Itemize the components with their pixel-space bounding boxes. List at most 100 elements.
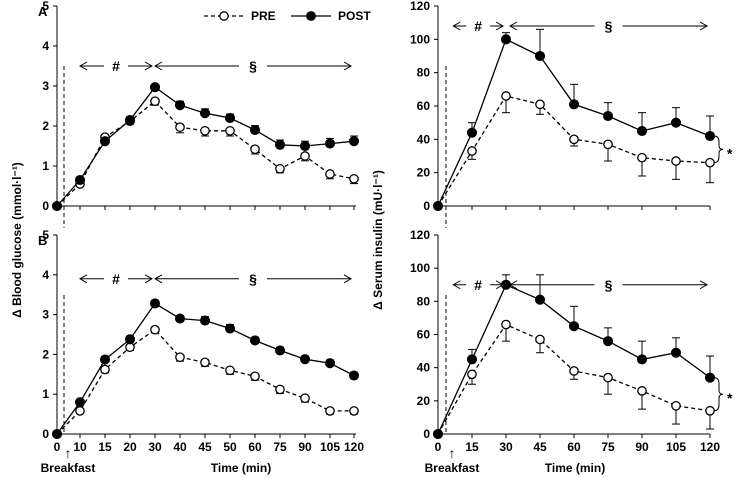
legend: PRE POST (204, 9, 371, 23)
insulin-top-pre-point (603, 139, 613, 150)
glucose-A-post-point (124, 114, 136, 126)
insulin-top-post-point (500, 34, 512, 45)
glucose-B-xtick-label: 50 (223, 440, 237, 454)
glucose-B-post-point (124, 334, 136, 345)
insulin-top-ytick-label: 100 (410, 32, 430, 46)
insulin-bottom-xtick-label: 105 (666, 440, 686, 454)
glucose-A-section-arrowhead-left (153, 61, 163, 71)
glucose-B-xtick-label: 0 (54, 440, 61, 454)
right-y-axis-label: Δ Serum insulin (mU·l⁻¹) (371, 170, 385, 310)
glucose-B-section-label: § (249, 271, 257, 287)
glucose-A-pre-point (150, 96, 160, 107)
glucose-B-xtick-label: 40 (173, 440, 187, 454)
insulin-top-section-arrowhead-right (699, 21, 709, 31)
glucose-B-xtick-label: 20 (123, 440, 137, 454)
insulin-bottom-pre-point (637, 386, 647, 396)
legend-post-label: POST (338, 9, 371, 23)
insulin-top-pre-point (705, 157, 715, 168)
insulin-bottom-pre-point (603, 372, 613, 383)
glucose-B-post-point (149, 298, 161, 309)
legend-pre-label: PRE (251, 9, 276, 23)
insulin-top-ytick-label: 0 (423, 199, 430, 213)
glucose-B-pre-point (225, 365, 235, 376)
insulin-bottom-xtick-label: 75 (601, 440, 615, 454)
insulin-top-post-point (636, 125, 648, 137)
glucose-A-ytick-label: 2 (42, 119, 49, 133)
glucose-A-ytick-label: 1 (42, 159, 49, 173)
insulin-top-post-line (437, 38, 711, 207)
insulin-bottom-ytick-label: 100 (410, 261, 430, 275)
insulin-top-post-point (602, 110, 614, 122)
glucose-B-ytick-label: 4 (42, 268, 49, 282)
glucose-A-hash-arrowhead-left (78, 61, 88, 71)
insulin-top-pre-point (535, 99, 545, 110)
insulin-bottom-hash-arrowhead-left (452, 280, 461, 290)
glucose-A-pre-point (250, 144, 260, 155)
insulin-bottom-ytick-label: 120 (410, 228, 430, 242)
glucose-A-post-point (99, 136, 111, 147)
glucose-A-section-arrowhead-right (343, 61, 353, 71)
right-x-axis-label: Time (min) (545, 461, 605, 475)
insulin-bottom-xtick-label: 120 (700, 440, 720, 454)
glucose-B-xtick-label: 120 (344, 440, 364, 454)
glucose-B-post-point (348, 370, 360, 381)
glucose-A-pre-point (300, 151, 310, 161)
glucose-A-section-label: § (249, 58, 257, 74)
glucose-A-post-point (224, 112, 236, 124)
insulin-bottom-pre-point (705, 405, 715, 416)
insulin-bottom-ytick-label: 0 (423, 427, 430, 441)
insulin-bottom-panel: 0 20 40 60 80 100 120 0 15 30 45 60 75 90 105 120 # § * (410, 228, 733, 454)
glucose-A-post-point (324, 138, 336, 149)
glucose-B-section-arrowhead-left (153, 274, 163, 284)
glucose-A-ytick-label: 4 (42, 39, 49, 53)
left-x-axis-label: Time (min) (211, 461, 271, 475)
glucose-A-pre-point (275, 163, 285, 174)
insulin-top-pre-point (637, 152, 647, 163)
insulin-top-significance-star: * (727, 145, 733, 161)
glucose-B-section-arrowhead-right (343, 274, 353, 284)
insulin-bottom-xtick-label: 0 (435, 440, 442, 454)
insulin-top-hash-arrowhead-left (452, 21, 461, 31)
insulin-top-significance-bracket (713, 135, 724, 164)
left-breakfast-label: Breakfast (41, 461, 96, 475)
insulin-top-pre-point (501, 91, 511, 101)
insulin-bottom-pre-point (569, 366, 579, 376)
glucose-A-post-point (274, 139, 286, 150)
insulin-top-ytick-label: 120 (410, 0, 430, 13)
insulin-top-post-point (670, 117, 682, 128)
glucose-B-ytick-label: 0 (42, 427, 49, 441)
glucose-A-ytick-label: 5 (42, 0, 49, 13)
glucose-B-xtick-label: 10 (73, 440, 87, 454)
insulin-bottom-xtick-label: 90 (635, 440, 649, 454)
glucose-B-pre-point (175, 352, 185, 363)
glucose-A-post-point (51, 200, 63, 212)
insulin-bottom-pre-point (467, 369, 477, 380)
legend-post-marker (306, 11, 316, 21)
insulin-top-post-point (432, 200, 444, 212)
glucose-A-post-point (174, 100, 186, 111)
glucose-B-pre-point (275, 384, 285, 395)
glucose-B-hash-label: # (112, 271, 120, 287)
insulin-top-pre-point (569, 134, 579, 145)
insulin-bottom-ytick-label: 60 (417, 328, 431, 342)
insulin-top-ytick-label: 60 (417, 99, 431, 113)
glucose-B-pre-line (56, 328, 354, 435)
glucose-B-hash-arrowhead-left (78, 274, 88, 284)
insulin-top-post-point (568, 99, 580, 110)
glucose-A-post-point (348, 136, 360, 147)
insulin-bottom-ytick-label: 20 (417, 394, 431, 408)
glucose-B-ytick-label: 3 (42, 308, 49, 322)
glucose-B-xtick-label: 90 (298, 440, 312, 454)
glucose-A-panel-letter: A (38, 4, 48, 19)
insulin-bottom-section-label: § (605, 277, 613, 293)
glucose-B-xtick-label: 30 (148, 440, 162, 454)
insulin-bottom-section-arrowhead-right (699, 280, 709, 290)
insulin-bottom-significance-bracket (713, 377, 724, 412)
insulin-bottom-post-point (500, 279, 512, 290)
glucose-B-panel-letter: B (38, 233, 47, 248)
glucose-A-post-point (199, 108, 211, 119)
insulin-bottom-post-point (432, 428, 444, 440)
insulin-top-section-arrowhead-left (508, 21, 518, 31)
glucose-B-ytick-label: 1 (42, 387, 49, 401)
insulin-bottom-post-point (534, 294, 546, 305)
